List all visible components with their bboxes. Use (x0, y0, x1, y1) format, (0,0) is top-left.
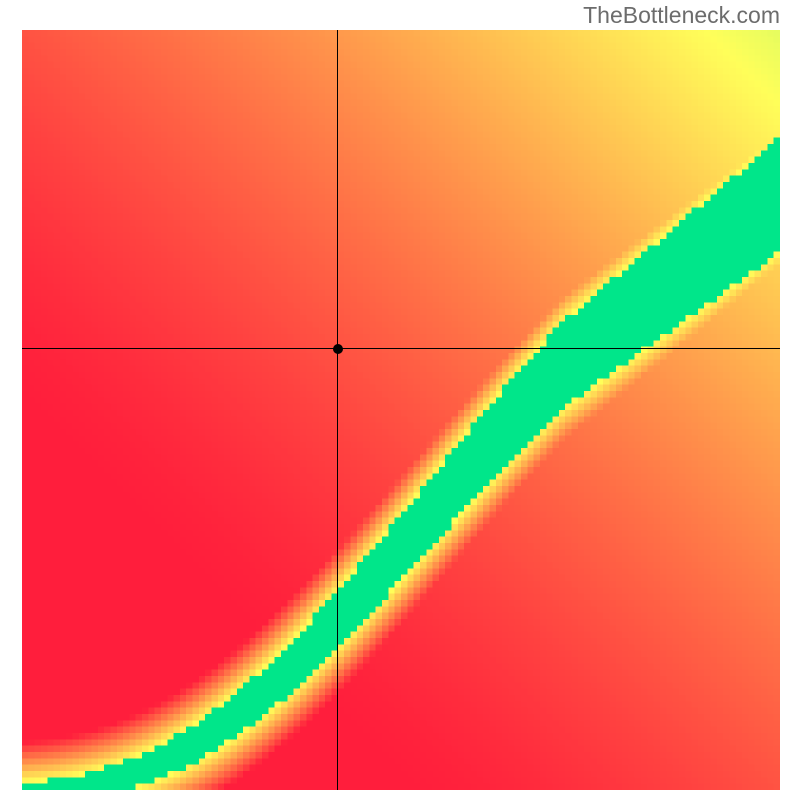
selection-marker (333, 344, 343, 354)
bottleneck-heatmap (22, 30, 780, 790)
chart-container: TheBottleneck.com (0, 0, 800, 800)
crosshair-vertical (337, 30, 338, 790)
crosshair-horizontal (22, 348, 780, 349)
watermark-text: TheBottleneck.com (583, 2, 780, 29)
